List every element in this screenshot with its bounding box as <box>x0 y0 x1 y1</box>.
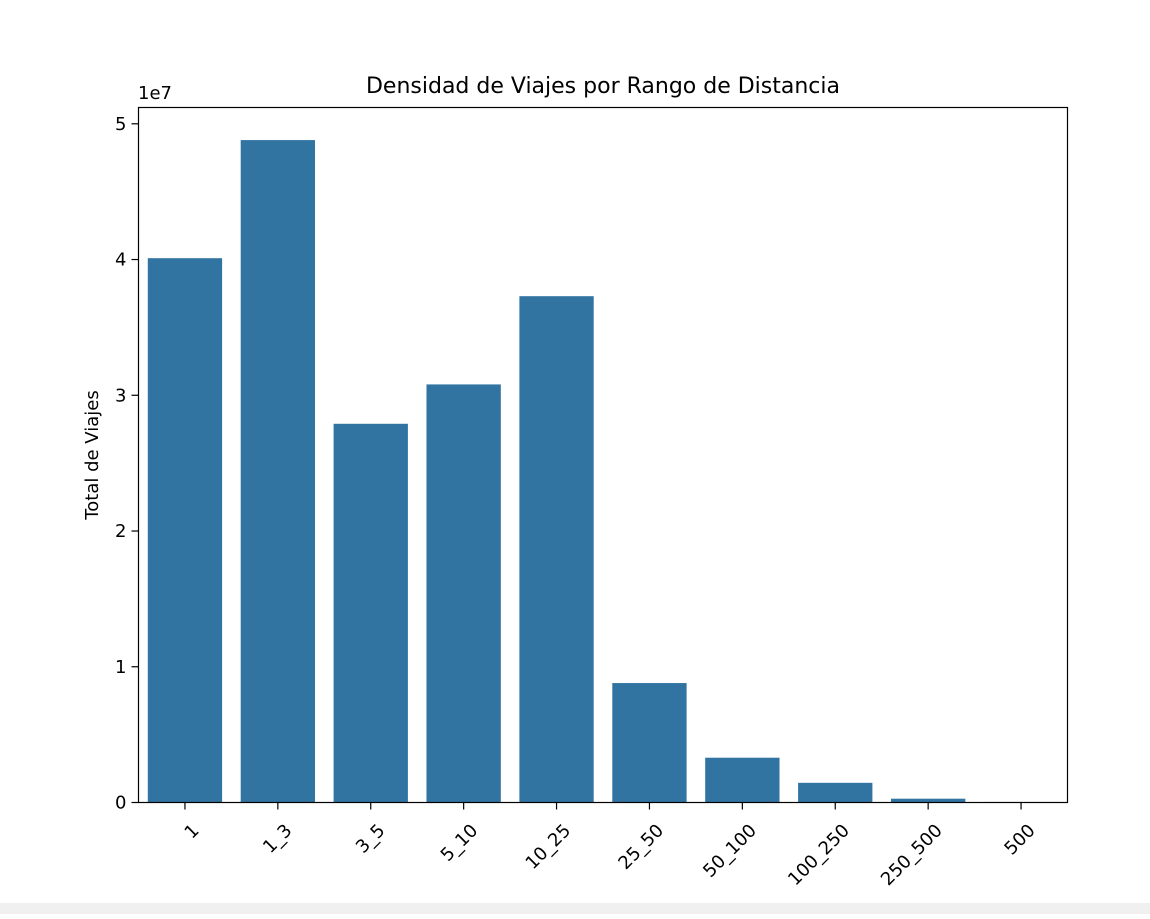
x-tick-label: 100_250 <box>784 820 854 890</box>
x-tick-label: 3_5 <box>352 820 389 857</box>
y-axis-label: Total de Viajes <box>82 390 103 520</box>
y-ticks-layer: 0 1 2 3 4 5 <box>115 114 139 814</box>
y-tick-label: 5 <box>115 114 126 135</box>
x-tick-label: 50_100 <box>699 820 761 882</box>
bars-layer <box>147 140 1059 803</box>
bar-3_5 <box>333 423 408 803</box>
x-tick-label: 250_500 <box>877 820 947 890</box>
y-tick-label: 2 <box>115 521 126 542</box>
y-tick-label: 0 <box>115 793 126 814</box>
y-tick-label: 1 <box>115 657 126 678</box>
bar-10_25 <box>519 296 594 803</box>
bar-1_3 <box>240 140 316 803</box>
bar-5_10 <box>426 384 501 803</box>
x-tick-label: 1_3 <box>259 820 296 857</box>
y-axis-offset-text: 1e7 <box>138 83 172 104</box>
x-tick-label: 1 <box>181 820 204 843</box>
x-tick-label: 500 <box>1000 820 1039 859</box>
bar-25_50 <box>612 683 687 803</box>
bar-100_250 <box>798 782 873 803</box>
x-tick-label: 25_50 <box>614 820 668 874</box>
bar-250_500 <box>890 798 966 803</box>
y-tick-label: 3 <box>115 385 126 406</box>
x-ticks-layer: 1 1_3 3_5 5_10 10_25 25_50 50_100 100_250 250_50… <box>181 802 1040 890</box>
y-tick-label: 4 <box>115 250 126 271</box>
bar-50_100 <box>705 757 780 803</box>
plot-frame <box>137 106 1069 804</box>
x-tick-label: 10_25 <box>522 820 576 874</box>
bottom-strip <box>0 903 1150 914</box>
x-tick-label: 5_10 <box>437 820 483 866</box>
chart-title: Densidad de Viajes por Rango de Distanci… <box>366 74 840 99</box>
bar-1 <box>147 258 223 803</box>
